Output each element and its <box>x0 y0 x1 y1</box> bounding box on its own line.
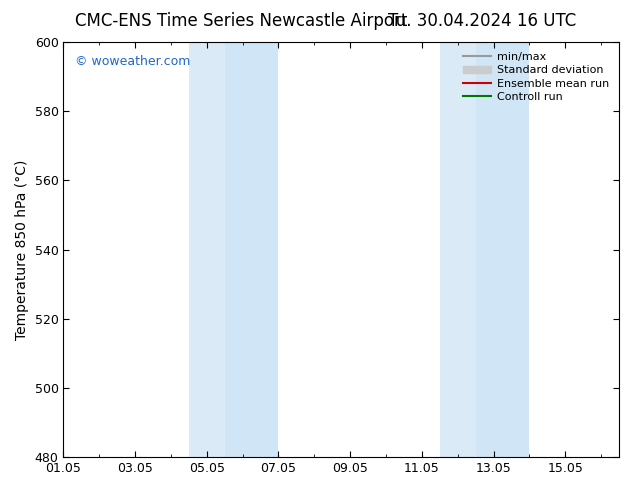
Text: © woweather.com: © woweather.com <box>75 54 190 68</box>
Bar <box>224 42 278 457</box>
Text: Tu. 30.04.2024 16 UTC: Tu. 30.04.2024 16 UTC <box>388 12 576 30</box>
Y-axis label: Temperature 850 hPa (°C): Temperature 850 hPa (°C) <box>15 159 29 340</box>
Bar <box>476 42 529 457</box>
Bar <box>440 42 476 457</box>
Legend: min/max, Standard deviation, Ensemble mean run, Controll run: min/max, Standard deviation, Ensemble me… <box>459 48 614 106</box>
Text: CMC-ENS Time Series Newcastle Airport: CMC-ENS Time Series Newcastle Airport <box>75 12 407 30</box>
Bar <box>189 42 224 457</box>
